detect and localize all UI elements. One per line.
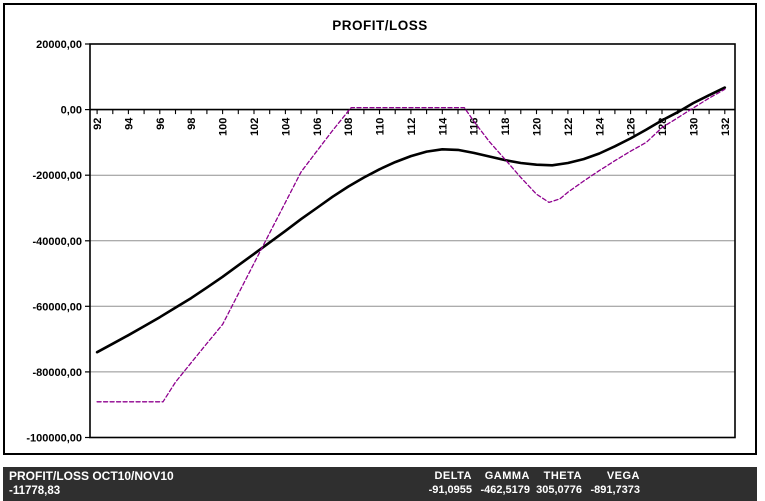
y-axis-label: 20000,00: [36, 39, 82, 51]
greek-gamma-label: GAMMA: [484, 470, 530, 482]
greek-vega-value: -891,7373: [590, 484, 640, 496]
x-axis-label: 96: [155, 118, 167, 130]
x-axis-label: 98: [186, 118, 198, 130]
greek-delta-value: -91,0955: [428, 484, 472, 496]
status-pl-value: -11778,83: [9, 485, 61, 497]
chart-panel: PROFIT/LOSS 92 94 96 98 100 102 104 106 108 110 11…: [3, 3, 757, 455]
x-axis-label: 112: [406, 118, 418, 136]
x-axis-label: 108: [343, 118, 355, 136]
x-axis-label: 116: [469, 118, 481, 136]
greek-vega: VEGA -891,7373: [570, 469, 640, 497]
x-axis-label: 114: [437, 117, 449, 136]
x-axis-label: 110: [375, 118, 387, 136]
x-axis-label: 102: [249, 118, 261, 136]
greek-gamma-value: -462,5179: [480, 484, 530, 496]
y-axis-label: -20000,00: [32, 170, 82, 182]
plot-svg: 92 94 96 98 100 102 104 106 108 110 112 114 116 118 12…: [26, 39, 736, 445]
status-left: PROFIT/LOSS OCT10/NOV10 -11778,83: [9, 468, 174, 499]
x-axis-label: 126: [626, 118, 638, 136]
status-position-label: PROFIT/LOSS OCT10/NOV10: [9, 469, 174, 483]
y-axis-label: -40000,00: [32, 236, 82, 248]
y-axis-label: -80000,00: [32, 367, 82, 379]
x-axis-label: 130: [688, 118, 700, 136]
x-axis-label: 94: [123, 117, 135, 130]
series-profit-loss-current: [95, 86, 727, 354]
greek-theta-label: THETA: [543, 470, 582, 482]
y-axis-label: -60000,00: [32, 301, 82, 313]
y-axis-label: -100000,00: [26, 433, 82, 445]
y-axis-label: 0,00: [61, 105, 82, 117]
greek-delta: DELTA -91,0955: [402, 469, 472, 497]
x-axis-label: 118: [500, 118, 512, 136]
x-axis-label: 92: [92, 118, 104, 130]
status-bar: PROFIT/LOSS OCT10/NOV10 -11778,83 DELTA …: [3, 467, 757, 501]
x-axis-label: 124: [594, 117, 606, 136]
x-axis-label: 104: [280, 117, 292, 136]
x-axis-label: 122: [563, 118, 575, 136]
greek-theta: THETA 305,0776: [512, 469, 582, 497]
greek-delta-label: DELTA: [434, 470, 472, 482]
greek-vega-label: VEGA: [606, 470, 640, 482]
chart-title: PROFIT/LOSS: [332, 18, 428, 33]
x-axis-label: 106: [312, 118, 324, 136]
x-axis-label: 120: [532, 118, 544, 136]
greek-theta-value: 305,0776: [536, 484, 582, 496]
series-profit-loss-expiration: [96, 88, 726, 403]
greek-gamma: GAMMA -462,5179: [460, 469, 530, 497]
x-axis-label: 100: [218, 118, 230, 136]
x-axis-label: 132: [720, 118, 732, 136]
